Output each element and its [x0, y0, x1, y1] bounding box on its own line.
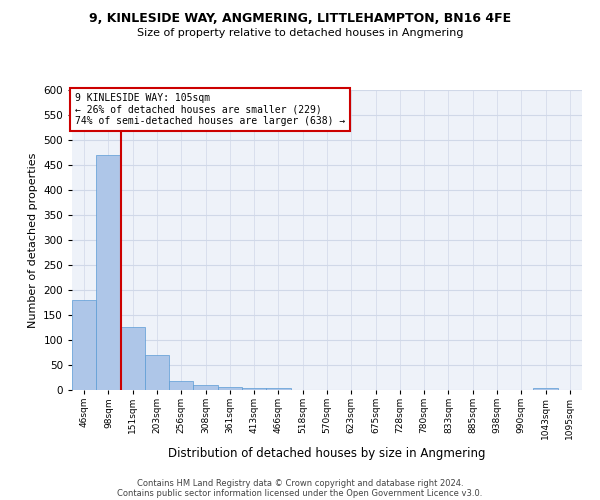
Bar — [96, 155, 121, 390]
Bar — [121, 326, 145, 390]
Bar — [145, 355, 169, 390]
Text: Contains HM Land Registry data © Crown copyright and database right 2024.: Contains HM Land Registry data © Crown c… — [137, 478, 463, 488]
Text: 9 KINLESIDE WAY: 105sqm
← 26% of detached houses are smaller (229)
74% of semi-d: 9 KINLESIDE WAY: 105sqm ← 26% of detache… — [74, 93, 345, 126]
Bar — [169, 381, 193, 390]
Bar — [72, 300, 96, 390]
Bar — [533, 388, 558, 390]
Y-axis label: Number of detached properties: Number of detached properties — [28, 152, 38, 328]
Text: 9, KINLESIDE WAY, ANGMERING, LITTLEHAMPTON, BN16 4FE: 9, KINLESIDE WAY, ANGMERING, LITTLEHAMPT… — [89, 12, 511, 26]
Text: Contains public sector information licensed under the Open Government Licence v3: Contains public sector information licen… — [118, 488, 482, 498]
Bar — [242, 388, 266, 390]
X-axis label: Distribution of detached houses by size in Angmering: Distribution of detached houses by size … — [168, 448, 486, 460]
Bar — [266, 388, 290, 390]
Bar — [218, 386, 242, 390]
Text: Size of property relative to detached houses in Angmering: Size of property relative to detached ho… — [137, 28, 463, 38]
Bar — [193, 385, 218, 390]
